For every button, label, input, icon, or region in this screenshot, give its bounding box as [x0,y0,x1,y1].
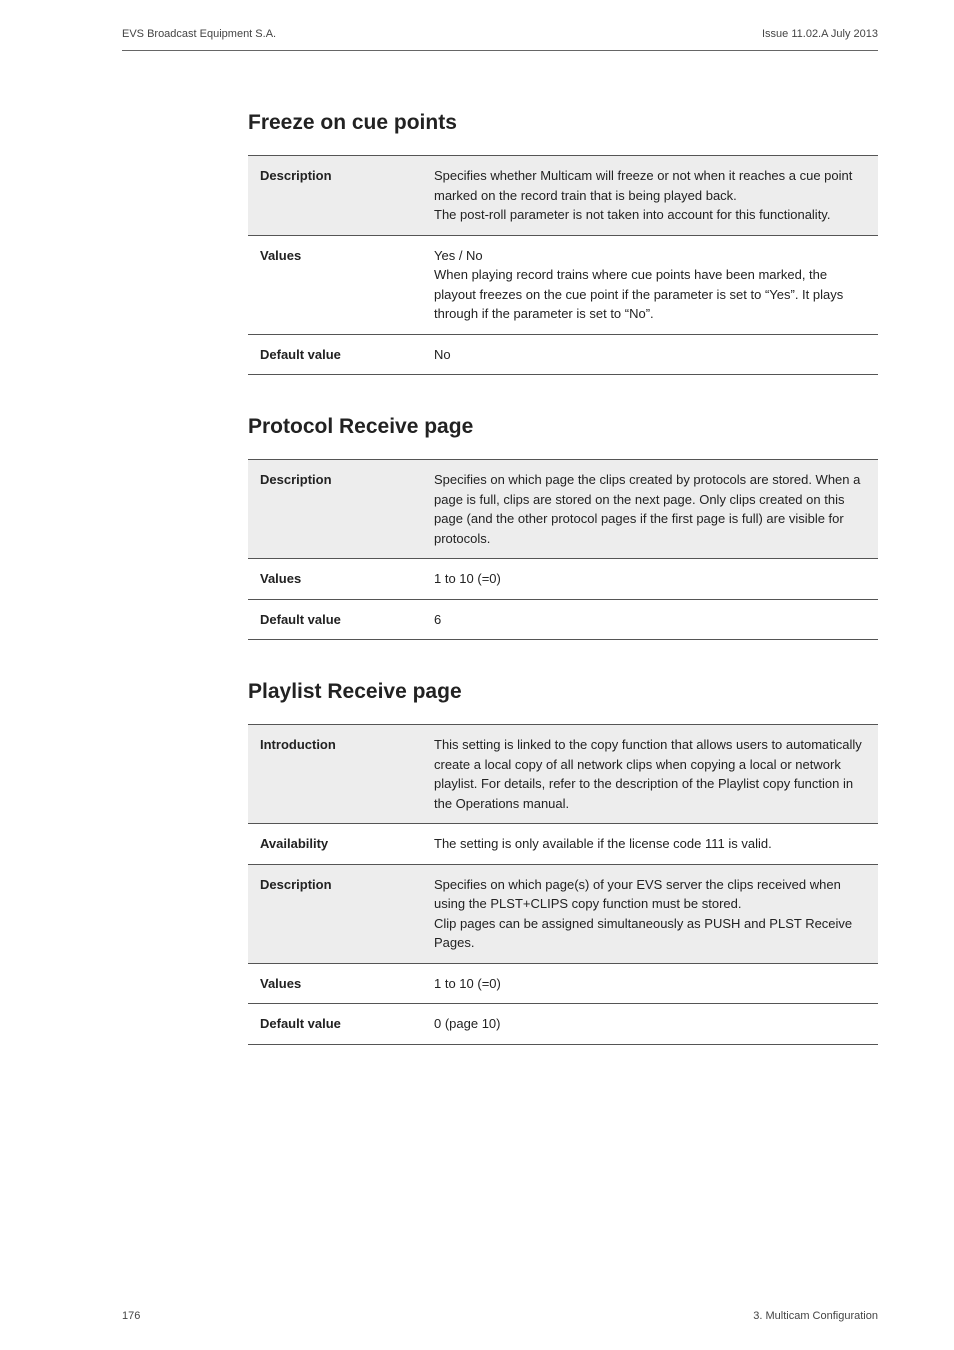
row-label: Description [248,460,422,559]
row-label: Default value [248,334,422,375]
row-value: The setting is only available if the lic… [422,824,878,865]
row-label: Introduction [248,725,422,824]
table-row: Description Specifies on which page the … [248,460,878,559]
spec-table: Description Specifies whether Multicam w… [248,155,878,375]
section-heading: Freeze on cue points [248,111,878,135]
section-heading: Playlist Receive page [248,680,878,704]
table-row: Default value 0 (page 10) [248,1004,878,1045]
header-right: Issue 11.02.A July 2013 [762,28,878,40]
row-label: Values [248,235,422,334]
row-label: Default value [248,599,422,640]
table-row: Values 1 to 10 (=0) [248,963,878,1004]
page-footer: 176 3. Multicam Configuration [122,1310,878,1322]
footer-section: 3. Multicam Configuration [753,1310,878,1322]
row-label: Description [248,864,422,963]
table-row: Availability The setting is only availab… [248,824,878,865]
row-value: Specifies on which page the clips create… [422,460,878,559]
row-value: Specifies whether Multicam will freeze o… [422,156,878,236]
table-row: Default value 6 [248,599,878,640]
row-value: This setting is linked to the copy funct… [422,725,878,824]
page-content: Freeze on cue points Description Specifi… [0,51,954,1045]
spec-table: Introduction This setting is linked to t… [248,724,878,1045]
row-value: Specifies on which page(s) of your EVS s… [422,864,878,963]
row-value: 0 (page 10) [422,1004,878,1045]
table-row: Introduction This setting is linked to t… [248,725,878,824]
spec-table: Description Specifies on which page the … [248,459,878,640]
row-value: 1 to 10 (=0) [422,963,878,1004]
row-value: Yes / NoWhen playing record trains where… [422,235,878,334]
row-value: 6 [422,599,878,640]
page-header: EVS Broadcast Equipment S.A. Issue 11.02… [0,0,954,50]
row-label: Description [248,156,422,236]
row-value: 1 to 10 (=0) [422,559,878,600]
section-heading: Protocol Receive page [248,415,878,439]
table-row: Values 1 to 10 (=0) [248,559,878,600]
header-left: EVS Broadcast Equipment S.A. [122,28,276,40]
row-label: Values [248,963,422,1004]
table-row: Values Yes / NoWhen playing record train… [248,235,878,334]
table-row: Description Specifies whether Multicam w… [248,156,878,236]
row-value: No [422,334,878,375]
footer-page-number: 176 [122,1310,140,1322]
table-row: Description Specifies on which page(s) o… [248,864,878,963]
row-label: Values [248,559,422,600]
table-row: Default value No [248,334,878,375]
row-label: Availability [248,824,422,865]
row-label: Default value [248,1004,422,1045]
